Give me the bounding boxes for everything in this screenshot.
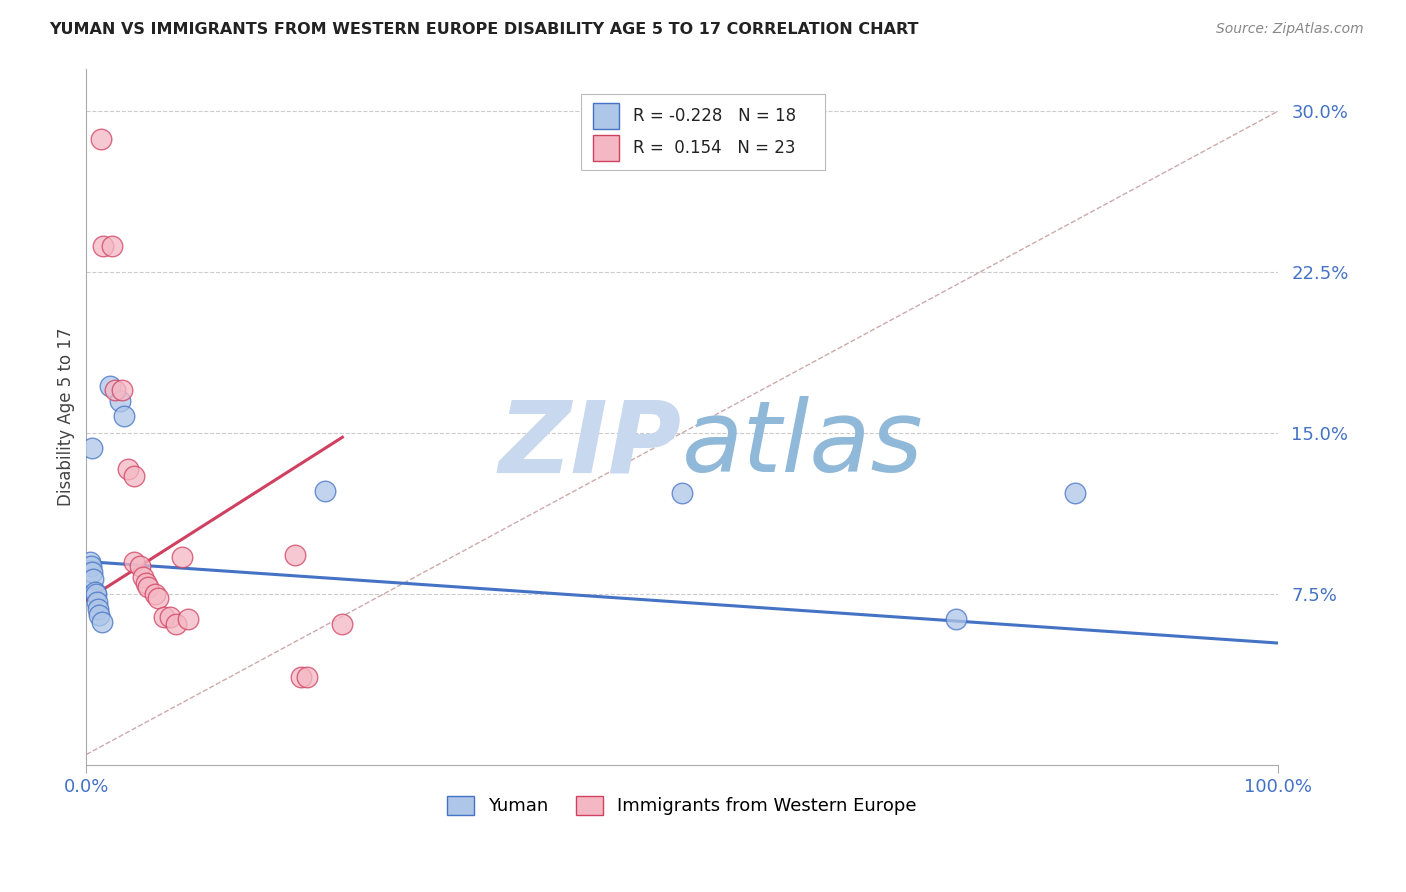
- Point: [84, 587, 107, 601]
- Point: [1064, 486, 1087, 500]
- Bar: [592, 103, 619, 129]
- Legend: Yuman, Immigrants from Western Europe: Yuman, Immigrants from Western Europe: [447, 796, 917, 815]
- Point: [91, 239, 114, 253]
- Text: ZIP: ZIP: [499, 396, 682, 493]
- Point: [284, 548, 307, 562]
- Point: [87, 601, 110, 615]
- Point: [89, 608, 111, 623]
- Point: [111, 383, 134, 397]
- FancyBboxPatch shape: [581, 95, 825, 169]
- Point: [122, 555, 145, 569]
- Point: [145, 587, 167, 601]
- Text: YUMAN VS IMMIGRANTS FROM WESTERN EUROPE DISABILITY AGE 5 TO 17 CORRELATION CHART: YUMAN VS IMMIGRANTS FROM WESTERN EUROPE …: [49, 22, 918, 37]
- Point: [146, 591, 169, 605]
- Point: [129, 558, 152, 573]
- Point: [165, 616, 187, 631]
- Point: [108, 393, 131, 408]
- Point: [136, 580, 159, 594]
- Point: [295, 670, 318, 684]
- Point: [112, 409, 135, 423]
- Text: R = -0.228   N = 18: R = -0.228 N = 18: [633, 107, 796, 125]
- Text: Source: ZipAtlas.com: Source: ZipAtlas.com: [1216, 22, 1364, 37]
- Point: [82, 566, 104, 580]
- Point: [90, 132, 112, 146]
- Point: [98, 378, 121, 392]
- Point: [159, 610, 181, 624]
- Point: [117, 462, 139, 476]
- Y-axis label: Disability Age 5 to 17: Disability Age 5 to 17: [58, 327, 75, 506]
- Point: [122, 468, 145, 483]
- Point: [132, 569, 155, 583]
- Text: atlas: atlas: [682, 396, 924, 493]
- Point: [79, 555, 101, 569]
- Text: R =  0.154   N = 23: R = 0.154 N = 23: [633, 139, 796, 157]
- Point: [945, 612, 967, 626]
- Point: [671, 486, 693, 500]
- Point: [314, 483, 336, 498]
- Point: [176, 612, 198, 626]
- Point: [90, 615, 112, 629]
- Point: [104, 383, 127, 397]
- Point: [80, 558, 103, 573]
- Point: [101, 239, 124, 253]
- Point: [152, 610, 174, 624]
- Point: [290, 670, 312, 684]
- Point: [82, 572, 104, 586]
- Point: [82, 441, 104, 455]
- Point: [135, 576, 157, 591]
- Point: [332, 616, 354, 631]
- Point: [83, 584, 105, 599]
- Bar: [592, 135, 619, 161]
- Point: [86, 595, 108, 609]
- Point: [170, 550, 193, 565]
